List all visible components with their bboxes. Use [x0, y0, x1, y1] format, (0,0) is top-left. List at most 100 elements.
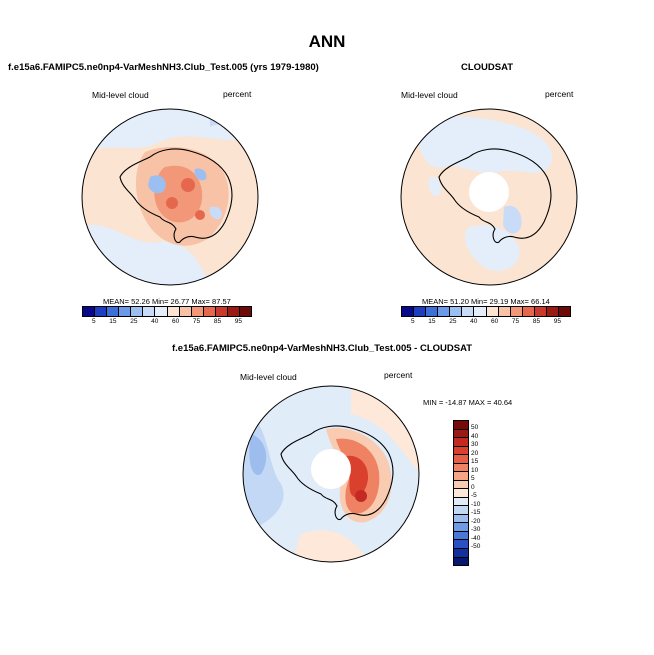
test-colorbar-tick-label: 5	[92, 318, 96, 325]
diff-colorbar-tick-label: -20	[471, 517, 481, 525]
obs-colorbar-tick-label: 95	[553, 318, 561, 325]
test-colorbar-swatch	[155, 307, 168, 316]
test-colorbar: 5 15 25 40 60 75 85 95	[82, 306, 252, 325]
diff-variable-label: Mid-level cloud	[240, 372, 297, 382]
diff-colorbar-swatch	[454, 506, 468, 515]
diff-colorbar-swatch	[454, 446, 468, 456]
test-colorbar-tick-label: 15	[109, 318, 117, 325]
obs-colorbar-tick-label: 60	[491, 318, 499, 325]
diff-colorbar-tick-label: 40	[471, 432, 479, 440]
obs-colorbar-swatch	[546, 307, 560, 316]
test-colorbar-tick-label: 25	[130, 318, 138, 325]
obs-colorbar-tick-label: 25	[449, 318, 457, 325]
diff-colorbar-tick-label: -30	[471, 526, 481, 534]
test-colorbar-tick-label: 75	[192, 318, 201, 325]
obs-colorbar-tick-label: 85	[532, 318, 541, 325]
obs-colorbar: 5 15 25 40 60 75 85 95	[401, 306, 571, 325]
obs-colorbar-swatch	[522, 307, 535, 316]
obs-colorbar-tick-label: 40	[470, 318, 478, 325]
diff-units-label: percent	[384, 370, 413, 380]
diff-colorbar	[453, 420, 469, 566]
diff-map	[242, 385, 420, 563]
diff-colorbar-tick-label: -50	[471, 543, 481, 551]
test-colorbar-bar	[82, 306, 252, 317]
diff-colorbar-swatch	[454, 497, 468, 507]
test-colorbar-labels: 5 15 25 40 60 75 85 95	[82, 317, 252, 325]
diff-colorbar-swatch	[454, 472, 468, 481]
test-colorbar-swatch	[191, 307, 204, 316]
test-colorbar-swatch	[227, 307, 241, 316]
obs-colorbar-labels: 5 15 25 40 60 75 85 95	[401, 317, 571, 325]
test-colorbar-tick-label: 60	[172, 318, 180, 325]
diff-colorbar-tick-label: -10	[471, 500, 481, 508]
test-colorbar-tick-label: 40	[151, 318, 159, 325]
diff-colorbar-tick-label: 10	[471, 466, 479, 474]
obs-colorbar-tick-label: 5	[411, 318, 415, 325]
test-units-label: percent	[223, 89, 252, 99]
test-colorbar-swatch	[131, 307, 144, 316]
diff-panel-title: f.e15a6.FAMIPC5.ne0np4-VarMeshNH3.Club_T…	[172, 343, 473, 354]
diff-colorbar-bar	[453, 420, 469, 566]
diff-colorbar-swatch	[454, 421, 468, 430]
obs-colorbar-swatch	[510, 307, 523, 316]
test-colorbar-swatch	[143, 307, 156, 316]
test-colorbar-swatch	[107, 307, 120, 316]
obs-colorbar-tick-label: 15	[428, 318, 436, 325]
test-colorbar-swatch	[179, 307, 192, 316]
diff-colorbar-tick-label: 20	[471, 449, 479, 457]
test-colorbar-swatch	[119, 307, 132, 316]
obs-colorbar-bar	[401, 306, 571, 317]
diff-colorbar-swatch	[454, 548, 468, 558]
main-title: ANN	[308, 32, 346, 51]
obs-colorbar-swatch	[438, 307, 451, 316]
obs-stats: MEAN= 51.20 Min= 29.19 Max= 66.14	[422, 297, 550, 306]
obs-colorbar-swatch	[534, 307, 547, 316]
obs-colorbar-swatch	[450, 307, 463, 316]
diff-colorbar-tick-label: 5	[471, 475, 475, 483]
obs-map	[400, 108, 578, 286]
diff-colorbar-tick-label: 15	[471, 458, 479, 466]
obs-units-label: percent	[545, 89, 574, 99]
diff-stats: MIN = -14.87 MAX = 40.64	[423, 398, 513, 407]
obs-panel-title: CLOUDSAT	[461, 62, 514, 73]
diff-colorbar-swatch	[454, 463, 468, 473]
test-colorbar-swatch	[167, 307, 180, 316]
diff-colorbar-swatch	[454, 455, 468, 464]
diff-colorbar-swatch	[454, 514, 468, 524]
diff-colorbar-tick-label: -15	[471, 509, 481, 517]
obs-variable-label: Mid-level cloud	[401, 90, 458, 100]
obs-colorbar-swatch	[414, 307, 427, 316]
obs-colorbar-swatch	[474, 307, 487, 316]
diff-colorbar-tick-label: 0	[471, 483, 475, 491]
diff-colorbar-tick-label: 50	[471, 424, 479, 432]
test-colorbar-swatch	[215, 307, 228, 316]
diff-colorbar-tick-label: -40	[471, 534, 481, 542]
diff-colorbar-swatch	[454, 489, 468, 498]
test-stats: MEAN= 52.26 Min= 26.77 Max= 87.57	[103, 297, 231, 306]
diff-colorbar-swatch	[454, 523, 468, 532]
diff-colorbar-swatch	[454, 540, 468, 549]
obs-colorbar-swatch	[498, 307, 511, 316]
obs-colorbar-tick-label: 75	[511, 318, 520, 325]
diff-colorbar-tick-label: 30	[471, 441, 479, 449]
diff-colorbar-labels: 50 40 30 20 15 10 5 0 -5 -10 -15 -20 -30 -40 -50	[471, 420, 501, 564]
diff-colorbar-swatch	[454, 429, 468, 439]
obs-colorbar-swatch	[559, 307, 571, 316]
diff-colorbar-swatch	[454, 557, 468, 566]
test-colorbar-tick-label: 85	[213, 318, 222, 325]
obs-colorbar-swatch	[402, 307, 415, 316]
test-colorbar-swatch	[240, 307, 252, 316]
obs-colorbar-swatch	[426, 307, 439, 316]
test-colorbar-swatch	[83, 307, 96, 316]
test-colorbar-swatch	[203, 307, 216, 316]
test-map	[81, 108, 259, 286]
obs-colorbar-swatch	[462, 307, 475, 316]
test-variable-label: Mid-level cloud	[92, 90, 149, 100]
test-colorbar-swatch	[95, 307, 108, 316]
obs-colorbar-swatch	[486, 307, 499, 316]
test-panel-title: f.e15a6.FAMIPC5.ne0np4-VarMeshNH3.Club_T…	[8, 62, 319, 73]
diff-colorbar-swatch	[454, 531, 468, 541]
diff-colorbar-swatch	[454, 438, 468, 447]
test-colorbar-tick-label: 95	[234, 318, 242, 325]
diff-colorbar-tick-label: -5	[471, 492, 477, 500]
